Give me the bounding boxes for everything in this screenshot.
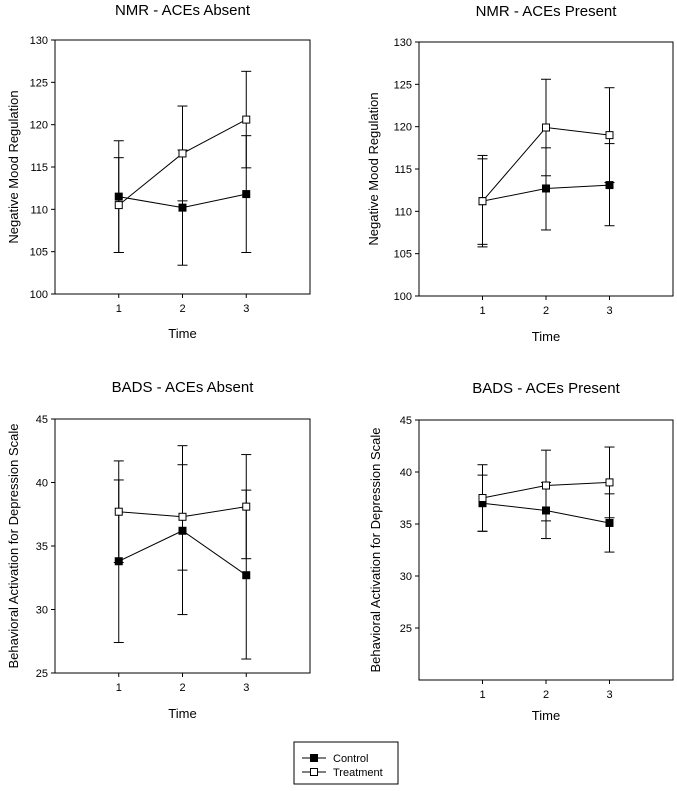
legend: Control Treatment (293, 741, 399, 785)
chart-3-ytick-label: 45 (36, 414, 48, 426)
chart-3-xtick-label: 3 (243, 682, 249, 694)
legend-treatment-marker (310, 768, 318, 776)
chart-4-treatment-point (542, 481, 550, 490)
chart-4-control-point (605, 518, 614, 527)
chart-4-ytick-label: 40 (400, 467, 412, 479)
chart-2-ytick-label: 130 (394, 37, 412, 49)
chart-1-treatment-point (178, 149, 187, 158)
chart-3-ytick-label: 40 (36, 478, 48, 490)
chart-3-treatment-point (242, 502, 251, 511)
chart-4: BADS - ACEs Present 25 30 35 40 45 1 2 3 Time Beha… (368, 380, 674, 723)
chart-1-ytick-label: 115 (30, 162, 48, 174)
chart-4-x-axis-label: Time (532, 708, 560, 723)
chart-2-ytick-label: 125 (394, 79, 412, 91)
chart-1-ytick-label: 125 (30, 77, 48, 89)
chart-4-xtick-label: 1 (479, 689, 485, 701)
chart-4-xtick-label: 3 (606, 689, 612, 701)
chart-4-treatment-point (605, 478, 614, 487)
legend-treatment-label: Treatment (333, 767, 383, 779)
chart-3-ytick-label: 35 (36, 541, 48, 553)
chart-4-treatment-point (478, 494, 487, 502)
chart-3-treatment-point (178, 512, 187, 521)
chart-2-treatment-point (478, 197, 487, 206)
chart-1-y-axis-label: Negative Mood Regulation (6, 90, 21, 243)
chart-4-treatment-series (477, 446, 615, 532)
chart-3-title: BADS - ACEs Absent (112, 379, 255, 396)
chart-2: NMR - ACEs Present 100 105 110 115 120 125 130 1… (366, 3, 674, 344)
chart-2-y-axis-label: Negative Mood Regulation (366, 92, 381, 245)
chart-4-xtick-label: 2 (543, 689, 549, 701)
chart-1-treatment-series (113, 70, 252, 254)
chart-3-control-point (242, 571, 251, 580)
chart-3-treatment-point (114, 507, 123, 516)
chart-2-xtick-label: 2 (543, 305, 549, 317)
legend-box (293, 741, 399, 785)
chart-2-ytick-label: 100 (394, 291, 412, 303)
legend-item-treatment: Treatment (302, 767, 383, 779)
chart-2-x-axis-label: Time (532, 329, 560, 344)
chart-1: NMR - ACEs Absent 100 105 110 115 120 125 130 1 2… (6, 2, 311, 341)
chart-2-control-point (542, 184, 550, 193)
chart-4-ytick-label: 25 (400, 623, 412, 635)
chart-2-treatment-point (605, 131, 614, 140)
legend-item-control: Control (302, 753, 368, 765)
chart-1-ytick-label: 130 (30, 35, 48, 47)
chart-2-treatment-point (542, 123, 550, 132)
chart-1-xtick-label: 1 (116, 303, 122, 315)
chart-3-treatment-series (113, 445, 252, 571)
chart-1-control-point (178, 203, 187, 212)
chart-1-ytick-label: 110 (30, 204, 48, 216)
legend-control-label: Control (333, 753, 368, 765)
chart-1-treatment-point (242, 115, 251, 124)
chart-2-xtick-label: 3 (606, 305, 612, 317)
chart-3-xtick-label: 2 (179, 682, 185, 694)
chart-4-title: BADS - ACEs Present (472, 380, 620, 397)
chart-4-y-axis-label: Behavioral Activation for Depression Sca… (368, 428, 383, 673)
chart-3-x-axis-label: Time (168, 706, 196, 721)
chart-1-xtick-label: 2 (179, 303, 185, 315)
chart-2-xtick-label: 1 (479, 305, 485, 317)
chart-4-ytick-label: 30 (400, 571, 412, 583)
chart-1-ytick-label: 100 (30, 289, 48, 301)
chart-1-title: NMR - ACEs Absent (115, 2, 251, 19)
chart-1-ytick-label: 120 (30, 120, 48, 132)
chart-3-xtick-label: 1 (116, 682, 122, 694)
chart-2-ytick-label: 110 (394, 206, 412, 218)
chart-3-ytick-label: 25 (36, 668, 48, 680)
chart-3: BADS - ACEs Absent 25 30 35 40 45 1 2 3 Time Behav… (6, 379, 311, 721)
chart-4-ytick-label: 45 (400, 415, 412, 427)
legend-control-marker (310, 754, 318, 762)
chart-2-ytick-label: 115 (394, 164, 412, 176)
chart-1-ytick-label: 105 (30, 247, 48, 259)
chart-1-treatment-point (114, 201, 123, 210)
chart-1-xtick-label: 3 (243, 303, 249, 315)
chart-3-y-axis-label: Behavioral Activation for Depression Sca… (6, 424, 21, 669)
chart-2-treatment-series (477, 78, 615, 248)
chart-2-title: NMR - ACEs Present (476, 3, 618, 20)
chart-1-x-axis-label: Time (168, 326, 196, 341)
chart-4-ytick-label: 35 (400, 519, 412, 531)
chart-2-ytick-label: 120 (394, 122, 412, 134)
chart-3-ytick-label: 30 (36, 605, 48, 617)
chart-1-control-point (242, 190, 251, 199)
chart-2-ytick-label: 105 (394, 249, 412, 261)
